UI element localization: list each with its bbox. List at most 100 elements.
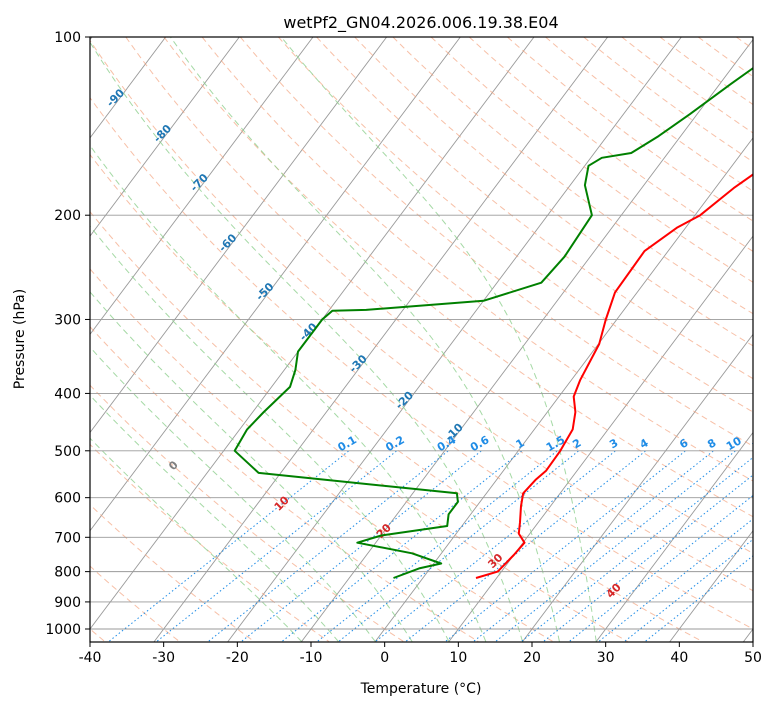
isotherm-line — [227, 37, 682, 642]
isotherm-label: -70 — [188, 171, 211, 194]
dry-adiabat-line — [621, 37, 753, 134]
moist-adiabat-line — [90, 144, 487, 642]
mixing-ratio-line — [623, 538, 753, 642]
pressure-gridlines — [90, 37, 753, 630]
dry-adiabat-line — [90, 504, 255, 642]
y-tick-label: 500 — [54, 444, 81, 460]
dry-adiabat-line — [583, 37, 753, 163]
dry-adiabat-line — [468, 37, 753, 252]
dry-adiabat-line — [90, 39, 753, 592]
mixing-ratio-line — [519, 456, 753, 642]
mixing-ratio-label: 1 — [514, 436, 527, 451]
moist-adiabat-line — [90, 291, 413, 642]
y-tick-label: 300 — [54, 312, 81, 328]
mixing-ratio-line — [155, 450, 398, 642]
isotherm-label: -20 — [393, 389, 416, 412]
dry-adiabat-line — [90, 210, 628, 642]
x-tick-label: 20 — [523, 650, 541, 666]
moist-adiabat-line — [90, 41, 524, 642]
mixing-ratio-label: 6 — [677, 436, 690, 451]
moist-adiabat-line — [90, 225, 450, 642]
isotherm-line — [669, 530, 753, 642]
isotherm-line — [374, 137, 753, 642]
mixing-ratio-label: 8 — [705, 436, 718, 451]
dry-adiabat-lines — [90, 37, 753, 642]
isotherm-label: -40 — [297, 320, 320, 343]
x-tick-label: -40 — [79, 650, 102, 666]
isotherm-label: -100 — [53, 49, 82, 78]
x-tick-label: 40 — [670, 650, 688, 666]
dry-adiabat-line — [163, 37, 753, 518]
isotherm-label: -80 — [151, 122, 174, 145]
dry-adiabat-line — [354, 37, 753, 347]
isotherm-line — [742, 628, 753, 642]
isotherm-label: -30 — [347, 352, 370, 375]
dry-adiabat-line — [90, 384, 404, 642]
dry-adiabat-label: 40 — [604, 580, 624, 600]
x-tick-label: -20 — [226, 650, 249, 666]
dry-adiabat-label: 20 — [374, 521, 394, 541]
mixing-ratio-line — [597, 518, 753, 642]
mixing-ratio-line — [337, 450, 580, 642]
mixing-ratio-line — [567, 494, 753, 642]
dry-adiabat-line — [239, 37, 753, 447]
x-tick-label: 30 — [597, 650, 615, 666]
mixing-ratio-line — [239, 450, 482, 642]
isotherm-line — [300, 38, 753, 642]
moist-adiabat-line — [90, 394, 339, 642]
isotherm-line — [90, 37, 461, 532]
x-tick-label: 10 — [449, 650, 467, 666]
chart-title: wetPf2_GN04.2026.006.19.38.E04 — [283, 13, 558, 33]
dry-adiabat-line — [90, 153, 703, 642]
y-tick-label: 200 — [54, 208, 81, 224]
dry-adiabat-line — [697, 37, 753, 78]
dewpoint-profile-line — [233, 66, 753, 579]
y-tick-label: 700 — [54, 530, 81, 546]
mixing-ratio-label: 3 — [607, 436, 620, 451]
y-tick-label: 800 — [54, 565, 81, 581]
mixing-ratio-label: 4 — [637, 436, 650, 451]
isotherm-line — [90, 37, 388, 434]
dry-adiabat-line — [201, 37, 753, 482]
mixing-ratio-line — [374, 450, 616, 642]
isotherm-line — [90, 37, 314, 336]
x-axis-ticks: -40 -30 -20 -10 0 10 20 30 40 50 — [79, 642, 762, 666]
profile-series — [233, 66, 753, 579]
y-tick-label: 1000 — [45, 622, 81, 638]
y-axis-title: Pressure (hPa) — [12, 289, 28, 389]
dry-adiabat-line — [545, 37, 753, 192]
y-tick-label: 400 — [54, 386, 81, 402]
isotherm-label: -50 — [253, 280, 276, 303]
x-tick-label: -10 — [300, 650, 323, 666]
plot-frame — [89, 36, 754, 643]
y-tick-label: 600 — [54, 491, 81, 507]
moist-adiabat-line — [90, 346, 376, 642]
x-tick-label: 50 — [744, 650, 762, 666]
mixing-ratio-label: 13 — [750, 434, 770, 453]
mixing-ratio-label: 2 — [570, 436, 583, 451]
plot-area: 0.10.20.40.611.52346810131620253036-100-… — [53, 37, 770, 642]
moist-adiabat-line — [90, 437, 302, 642]
dry-adiabat-line — [430, 37, 753, 283]
x-axis-title: Temperature (°C) — [360, 681, 482, 697]
dry-adiabat-line — [316, 37, 753, 380]
isotherm-line — [90, 37, 240, 237]
dry-adiabat-line — [90, 326, 479, 642]
dry-adiabat-line — [125, 37, 753, 554]
temperature-profile-line — [475, 173, 753, 579]
dry-adiabat-label: 30 — [485, 551, 505, 571]
y-axis-ticks: 100 200 300 400 500 600 700 800 900 1000 — [45, 30, 90, 638]
y-tick-label: 100 — [54, 30, 81, 46]
isotherm-label: -90 — [104, 86, 127, 109]
dry-adiabat-line — [90, 96, 753, 630]
dry-adiabat-line — [90, 268, 554, 642]
moist-adiabat-line — [280, 37, 597, 642]
moist-adiabat-line — [169, 37, 560, 642]
dry-adiabat-line — [392, 37, 753, 315]
isotherm-line — [90, 37, 167, 139]
mixing-ratio-lines — [107, 450, 753, 642]
isotherm-line — [595, 431, 753, 642]
dry-adiabat-label: 10 — [272, 493, 292, 513]
moist-adiabat-lines — [90, 37, 597, 642]
